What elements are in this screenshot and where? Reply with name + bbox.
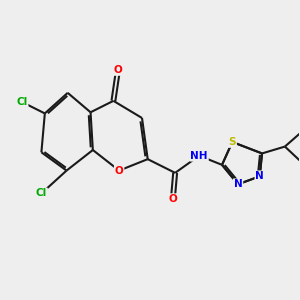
Text: Cl: Cl [16,97,28,107]
Text: Cl: Cl [36,188,47,198]
Text: N: N [234,179,242,189]
Text: N: N [255,171,264,181]
Text: O: O [114,65,122,75]
Text: S: S [229,137,236,147]
Text: O: O [115,166,124,176]
Text: O: O [169,194,177,204]
Text: NH: NH [190,151,208,161]
